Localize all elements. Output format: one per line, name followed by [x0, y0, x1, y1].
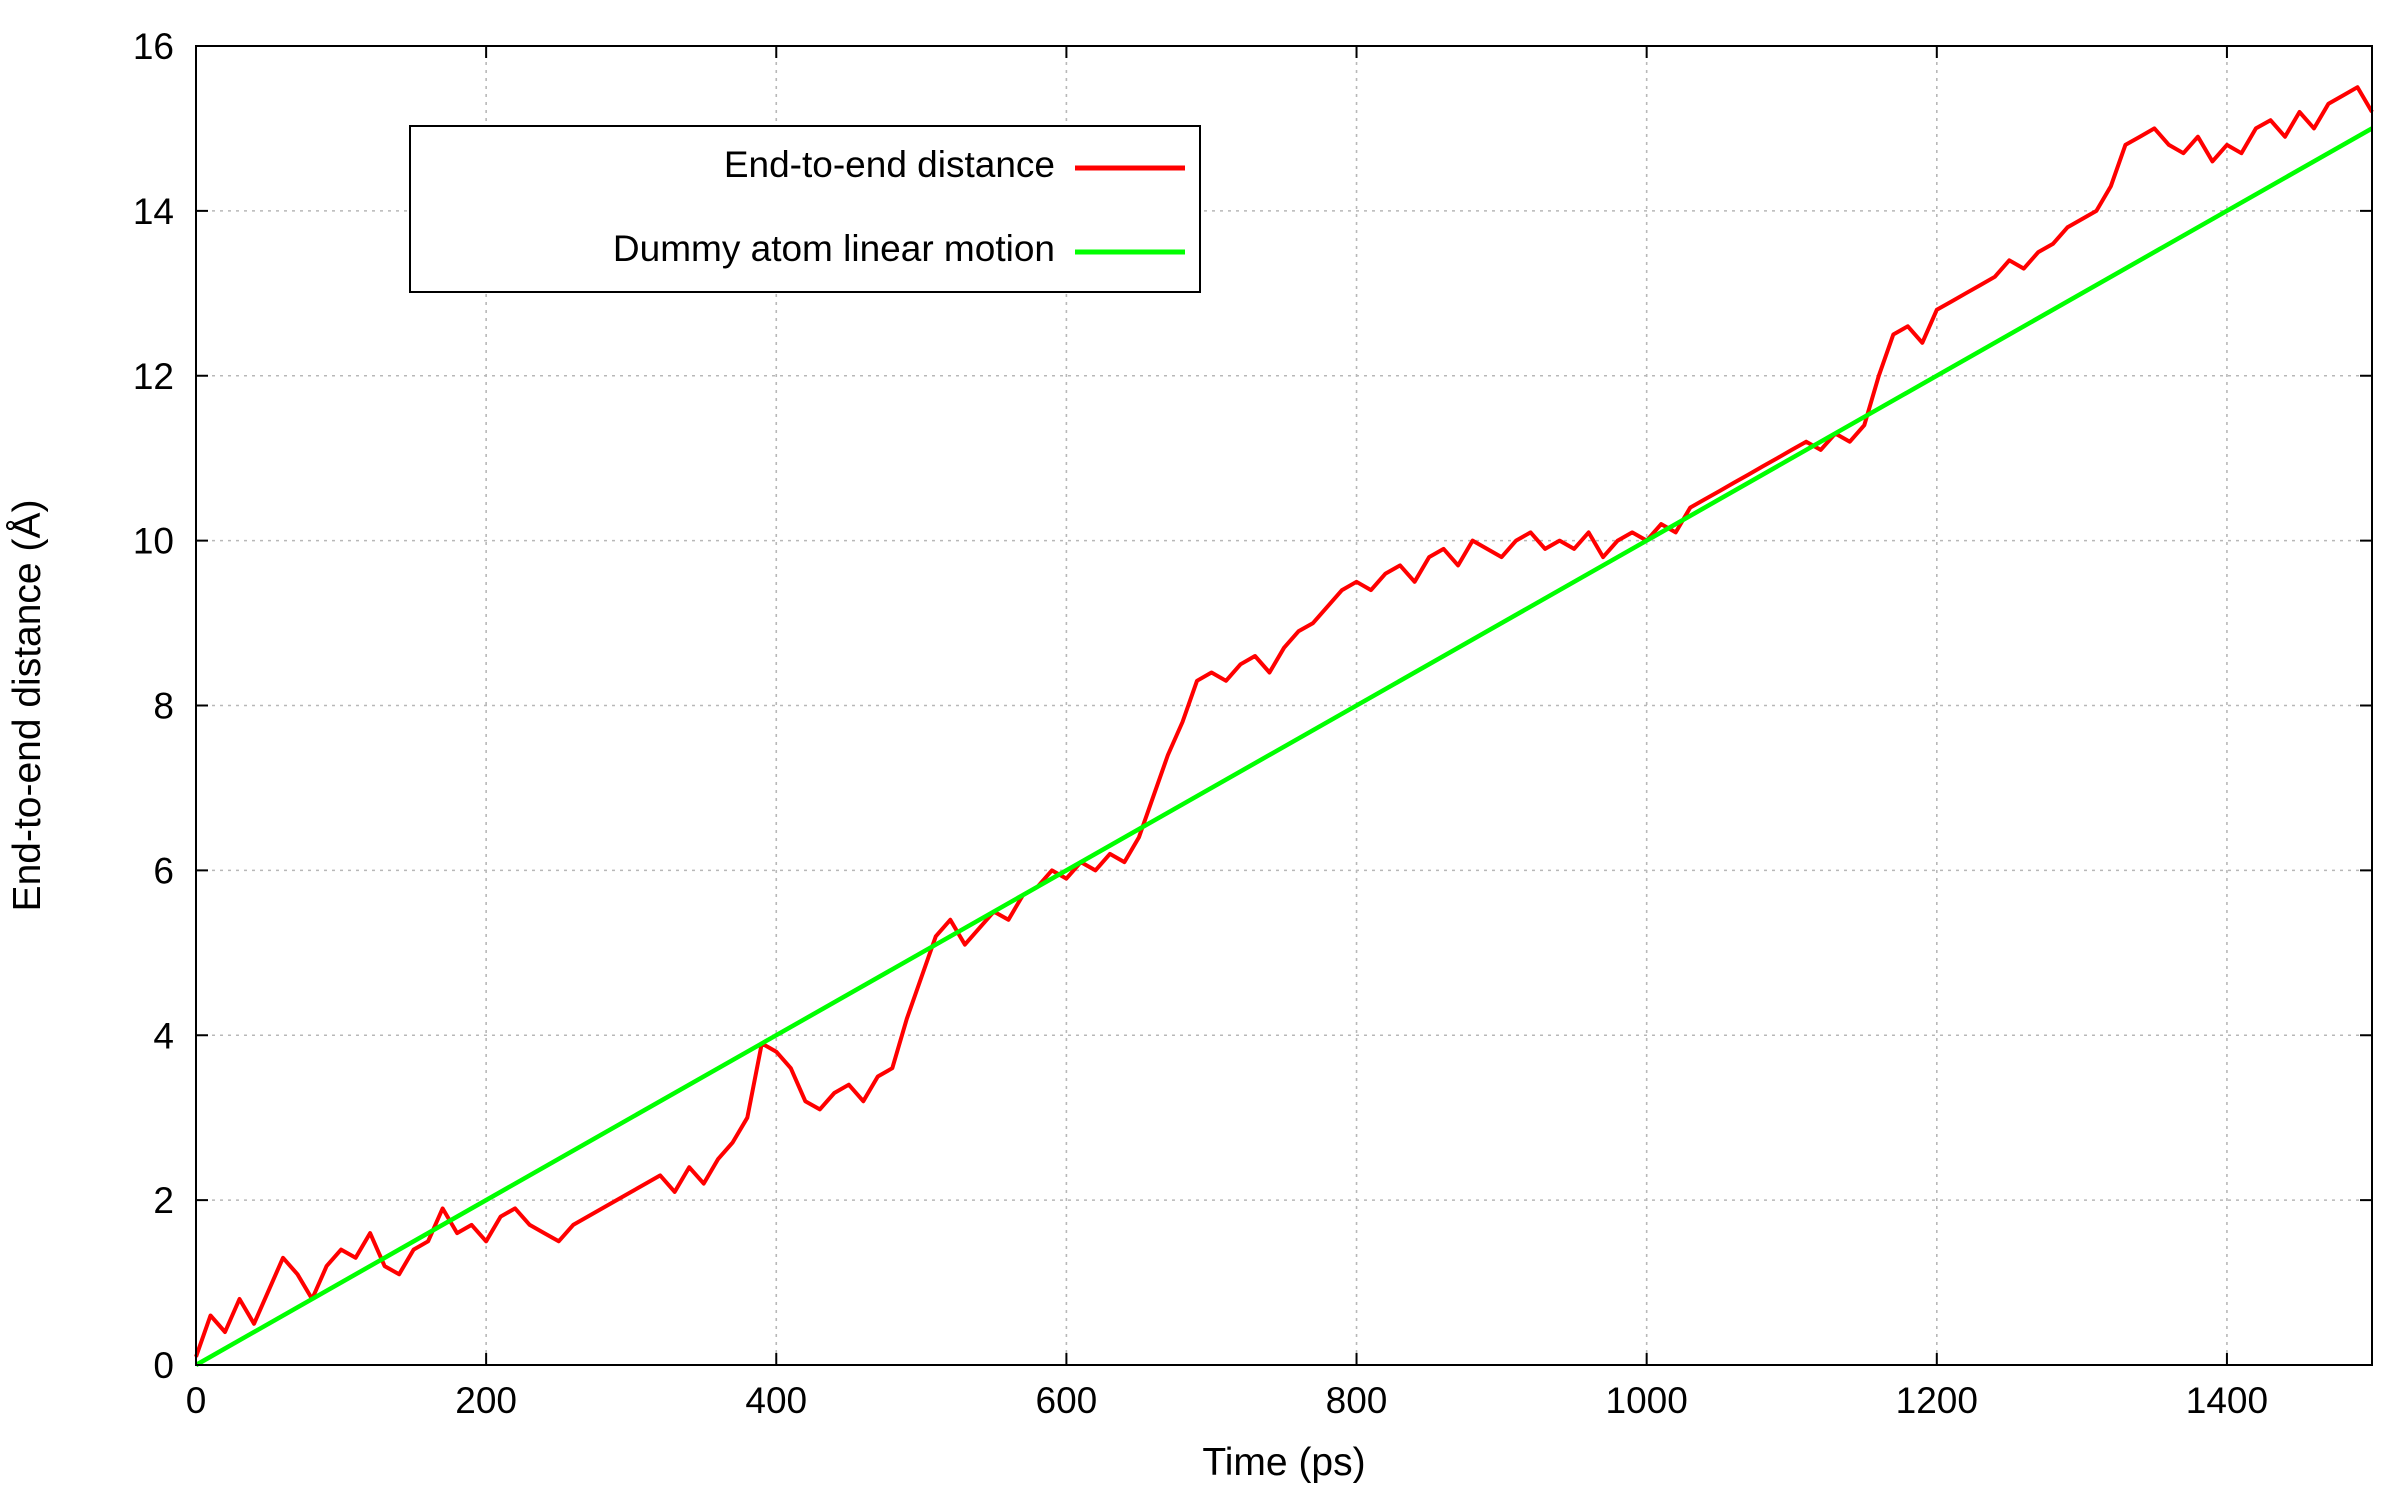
series-line-dummy-atom-linear-motion [194, 126, 2374, 1367]
y-tick-label: 14 [133, 191, 174, 232]
y-axis-label: End-to-end distance (Å) [5, 500, 49, 912]
x-tick-label: 0 [186, 1380, 207, 1421]
x-tick-label: 800 [1326, 1380, 1388, 1421]
y-tick-label: 16 [133, 26, 174, 67]
axes: 0 200 400 600 800 1000 1200 1400 0 2 4 6 8 10 12 14 16 [133, 26, 2372, 1421]
y-tick-label: 2 [153, 1180, 174, 1221]
y-tick-label: 6 [153, 850, 174, 891]
series-line-end-to-end-distance [194, 85, 2374, 1358]
y-tick-label: 4 [153, 1015, 174, 1056]
y-tick-label: 8 [153, 686, 174, 727]
y-tick-label: 0 [153, 1345, 174, 1386]
legend-label-dummy-atom: Dummy atom linear motion [613, 228, 1055, 269]
x-tick-label: 200 [455, 1380, 517, 1421]
x-axis-label: Time (ps) [1202, 1441, 1365, 1484]
plot-area [194, 85, 2374, 1367]
x-tick-label: 1400 [2186, 1380, 2268, 1421]
legend-label-end-to-end: End-to-end distance [724, 144, 1055, 185]
x-tick-label: 600 [1036, 1380, 1098, 1421]
x-tick-label: 1000 [1606, 1380, 1688, 1421]
y-tick-label: 12 [133, 356, 174, 397]
legend-box [409, 125, 1201, 293]
y-tick-label: 10 [133, 521, 174, 562]
x-tick-label: 400 [745, 1380, 807, 1421]
legend: End-to-end distance Dummy atom linear mo… [409, 125, 1201, 293]
x-tick-label: 1200 [1896, 1380, 1978, 1421]
